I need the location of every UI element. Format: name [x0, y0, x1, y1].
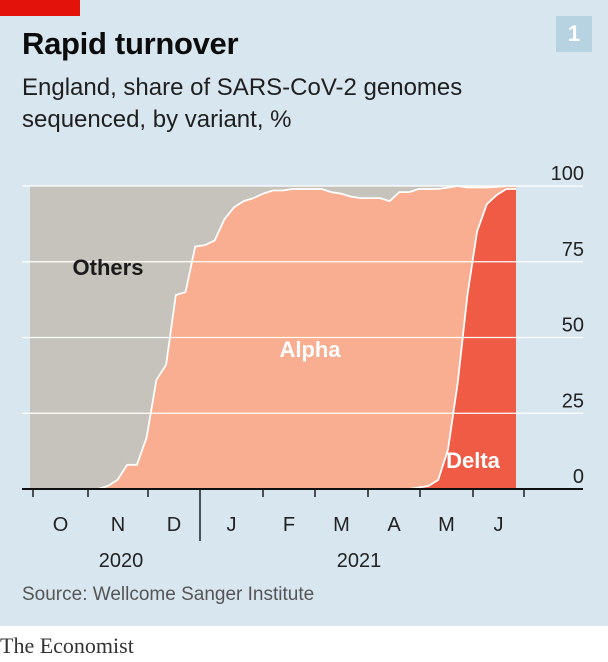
stacked-area-chart: 0 25 50 75 100 Others Alpha Delta O N D J F M A M J 2020…	[22, 163, 584, 572]
chart-title: Rapid turnover	[22, 26, 239, 61]
x-tick-label: D	[167, 514, 181, 536]
source-note: Source: Wellcome Sanger Institute	[22, 584, 315, 605]
chart-panel: Rapid turnover England, share of SARS-Co…	[0, 0, 608, 626]
economist-logo-text: The Economist	[0, 633, 134, 658]
chart-subtitle: England, share of SARS-CoV-2 genomes seq…	[22, 74, 463, 133]
x-tick-label: M	[438, 514, 455, 536]
x-axis: O N D J F M A M J 2020 2021	[22, 488, 583, 572]
y-tick-label: 100	[551, 163, 584, 185]
y-tick-label: 0	[573, 466, 584, 488]
x-tick-label: O	[53, 514, 69, 536]
x-tick-label: J	[227, 514, 237, 536]
grid-lines	[22, 185, 583, 414]
y-tick-label: 50	[562, 315, 584, 337]
label-delta: Delta	[446, 448, 501, 473]
label-others: Others	[73, 255, 144, 280]
x-tick-label: M	[333, 514, 350, 536]
x-tick-label: J	[494, 514, 504, 536]
year-label: 2020	[99, 550, 144, 572]
chart-labels: 0 25 50 75 100 Others Alpha Delta	[73, 163, 584, 488]
year-label: 2021	[337, 550, 382, 572]
y-tick-label: 25	[562, 390, 584, 412]
chart-number-badge: 1	[556, 16, 592, 52]
x-tick-label: F	[283, 514, 295, 536]
x-tick-label: N	[111, 514, 125, 536]
brand-red-tag	[0, 0, 80, 16]
y-tick-label: 75	[562, 239, 584, 261]
label-alpha: Alpha	[279, 337, 341, 362]
x-tick-label: A	[387, 514, 401, 536]
delta-area	[30, 189, 516, 489]
alpha-boundary-line	[30, 185, 516, 490]
